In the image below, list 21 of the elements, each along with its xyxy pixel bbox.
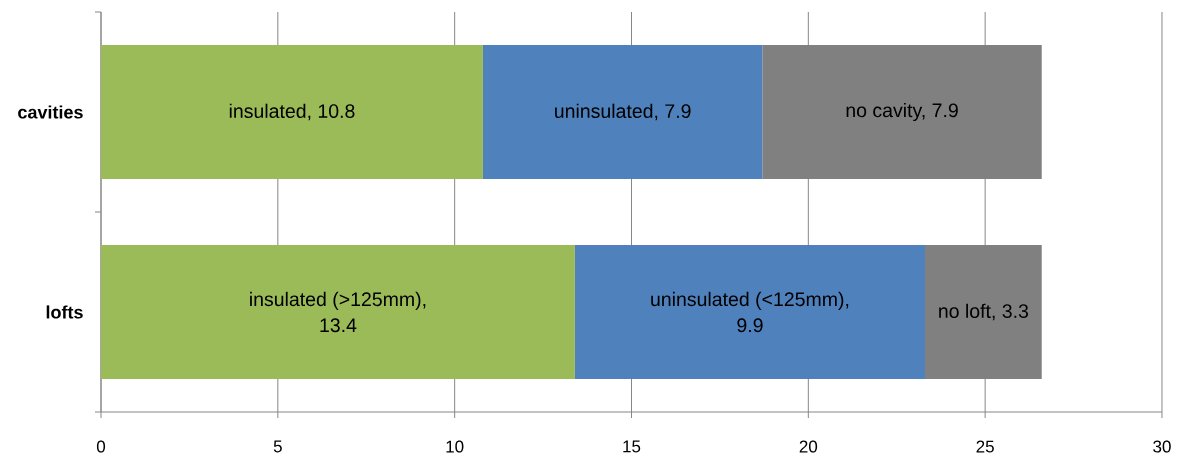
bar [482,45,763,179]
x-tick-label: 0 [96,440,106,453]
x-tick-label: 30 [1153,440,1171,453]
data-label: insulated (>125mm), 13.4 [250,291,426,333]
x-tick-label: 25 [976,440,994,453]
bar [925,245,1042,379]
x-tick-label: 10 [446,440,464,453]
y-tick-label: lofts [46,305,83,319]
bar [101,45,483,179]
data-label: uninsulated, 7.9 [555,103,691,121]
x-tick-label: 20 [799,440,818,453]
bar [762,45,1042,179]
bar [574,245,926,379]
y-tick-label: cavities [18,105,83,119]
x-tick-label: 15 [623,440,641,453]
data-label: uninsulated (<125mm), 9.9 [651,291,849,333]
x-tick-label: 5 [273,440,282,453]
data-label: no cavity, 7.9 [846,102,958,122]
data-label: no loft, 3.3 [939,303,1029,321]
bar [101,245,575,379]
data-label: insulated, 10.8 [229,103,355,121]
